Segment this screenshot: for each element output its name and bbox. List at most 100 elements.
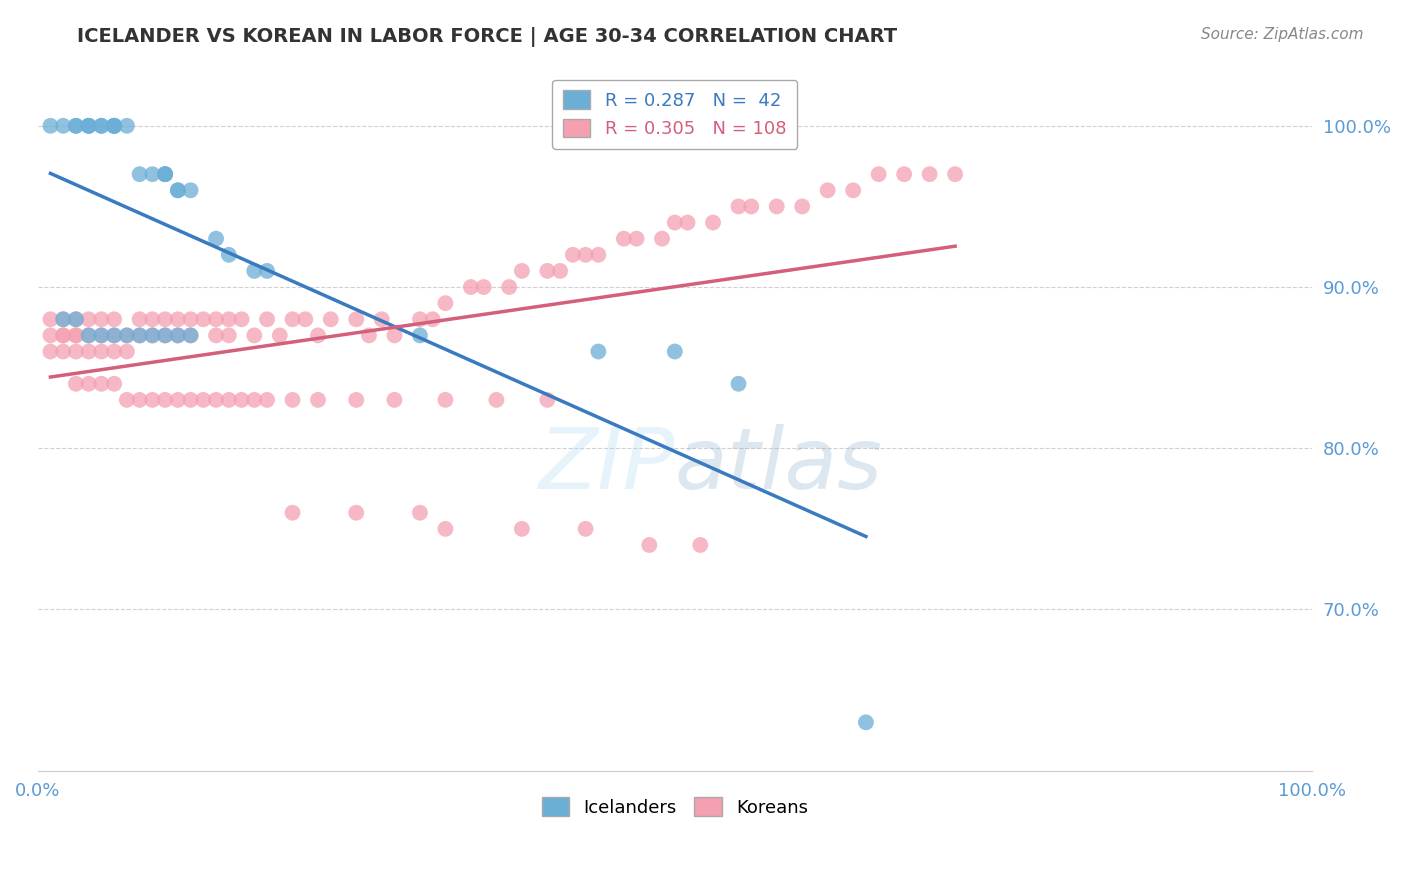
Point	[180, 183, 202, 197]
Point	[39, 312, 62, 326]
Point	[344, 312, 367, 326]
Point	[319, 312, 342, 326]
Point	[409, 328, 432, 343]
Point	[218, 248, 240, 262]
Point	[510, 264, 533, 278]
Point	[434, 296, 457, 310]
Point	[472, 280, 495, 294]
Point	[153, 392, 176, 407]
Point	[727, 376, 749, 391]
Point	[943, 167, 966, 181]
Point	[141, 328, 163, 343]
Point	[103, 328, 125, 343]
Point	[384, 392, 406, 407]
Point	[613, 232, 636, 246]
Point	[243, 264, 266, 278]
Point	[307, 328, 329, 343]
Point	[384, 328, 406, 343]
Point	[65, 344, 87, 359]
Point	[510, 522, 533, 536]
Point	[357, 328, 380, 343]
Point	[434, 392, 457, 407]
Point	[281, 312, 304, 326]
Point	[256, 264, 278, 278]
Point	[243, 392, 266, 407]
Point	[128, 167, 150, 181]
Point	[205, 392, 228, 407]
Point	[409, 506, 432, 520]
Point	[115, 392, 138, 407]
Point	[90, 312, 112, 326]
Point	[180, 392, 202, 407]
Point	[574, 522, 596, 536]
Point	[893, 167, 915, 181]
Point	[409, 312, 432, 326]
Point	[103, 119, 125, 133]
Point	[422, 312, 444, 326]
Point	[256, 312, 278, 326]
Point	[231, 312, 253, 326]
Point	[281, 392, 304, 407]
Point	[498, 280, 520, 294]
Point	[664, 215, 686, 229]
Point	[166, 183, 188, 197]
Point	[115, 344, 138, 359]
Point	[842, 183, 865, 197]
Point	[65, 328, 87, 343]
Legend: Icelanders, Koreans: Icelanders, Koreans	[534, 790, 815, 824]
Point	[166, 328, 188, 343]
Point	[664, 344, 686, 359]
Point	[485, 392, 508, 407]
Point	[65, 312, 87, 326]
Point	[103, 312, 125, 326]
Point	[90, 119, 112, 133]
Point	[294, 312, 316, 326]
Text: Source: ZipAtlas.com: Source: ZipAtlas.com	[1201, 27, 1364, 42]
Point	[153, 167, 176, 181]
Point	[77, 328, 100, 343]
Point	[868, 167, 890, 181]
Point	[638, 538, 661, 552]
Point	[536, 392, 558, 407]
Point	[77, 376, 100, 391]
Point	[193, 312, 215, 326]
Point	[153, 312, 176, 326]
Point	[90, 119, 112, 133]
Point	[65, 312, 87, 326]
Point	[588, 248, 610, 262]
Point	[128, 312, 150, 326]
Point	[205, 232, 228, 246]
Point	[561, 248, 583, 262]
Point	[180, 312, 202, 326]
Point	[90, 344, 112, 359]
Point	[166, 183, 188, 197]
Point	[536, 264, 558, 278]
Point	[141, 328, 163, 343]
Point	[153, 167, 176, 181]
Point	[52, 328, 75, 343]
Point	[727, 199, 749, 213]
Point	[460, 280, 482, 294]
Point	[52, 312, 75, 326]
Point	[676, 215, 699, 229]
Point	[740, 199, 762, 213]
Point	[103, 119, 125, 133]
Point	[817, 183, 839, 197]
Point	[77, 344, 100, 359]
Point	[855, 715, 877, 730]
Point	[128, 392, 150, 407]
Point	[77, 119, 100, 133]
Point	[205, 328, 228, 343]
Point	[153, 167, 176, 181]
Point	[77, 312, 100, 326]
Point	[103, 119, 125, 133]
Point	[434, 522, 457, 536]
Point	[166, 312, 188, 326]
Point	[52, 344, 75, 359]
Point	[548, 264, 571, 278]
Point	[702, 215, 724, 229]
Point	[128, 328, 150, 343]
Point	[52, 328, 75, 343]
Point	[180, 328, 202, 343]
Point	[243, 328, 266, 343]
